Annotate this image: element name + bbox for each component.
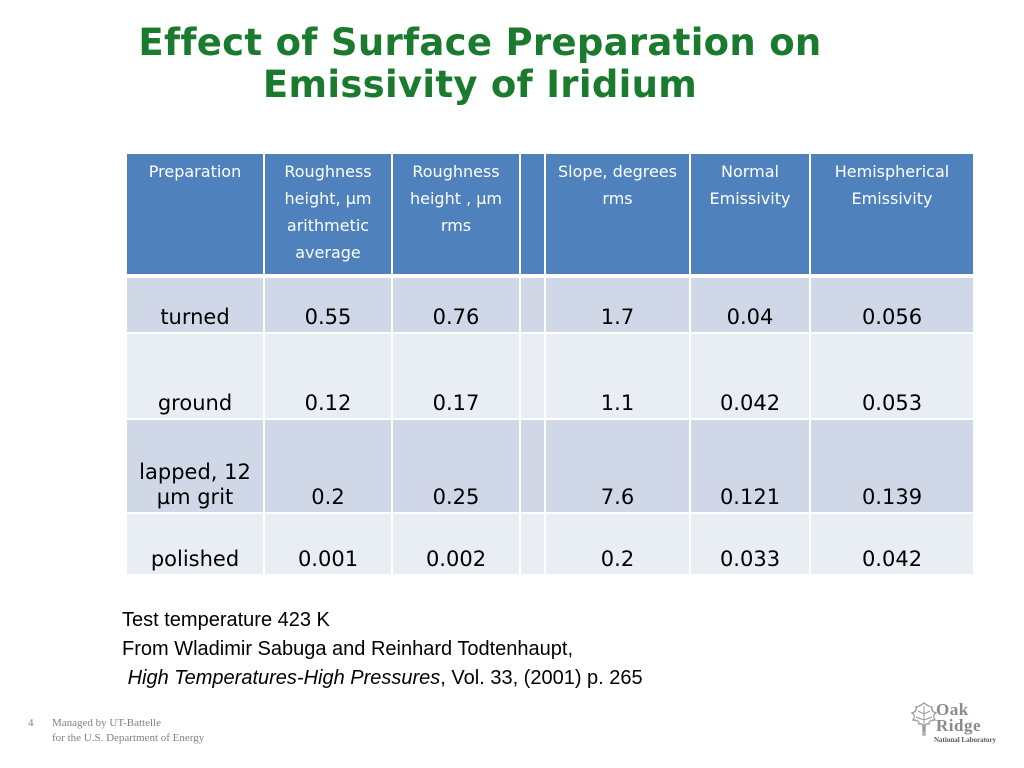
cell-preparation: turned <box>127 276 265 334</box>
header-preparation: Preparation <box>127 154 265 278</box>
emissivity-table: Preparation Roughness height, µm arithme… <box>127 154 973 576</box>
table-header-row: Preparation Roughness height, µm arithme… <box>127 154 973 278</box>
source-authors: From Wladimir Sabuga and Reinhard Todten… <box>122 638 573 660</box>
cell-normal-emissivity: 0.121 <box>690 419 811 514</box>
journal-title: High Temperatures-High Pressures <box>127 667 441 689</box>
table-row: polished 0.001 0.002 0.2 0.033 0.042 <box>127 513 973 576</box>
cell-slope: 1.1 <box>545 333 691 420</box>
cell-roughness-average: 0.12 <box>264 333 393 420</box>
test-temperature-note: Test temperature 423 K <box>122 609 330 631</box>
footer-line-1: Managed by UT-Battelle <box>52 717 161 729</box>
source-notes: Test temperature 423 K From Wladimir Sab… <box>122 606 643 693</box>
cell-roughness-rms: 0.17 <box>392 333 521 420</box>
cell-roughness-average: 0.55 <box>264 276 393 334</box>
logo-word-oak: Oak <box>936 700 969 719</box>
cell-hemispherical-emissivity: 0.042 <box>810 513 973 576</box>
oak-ridge-logo: Oak Ridge National Laboratory <box>910 700 1002 748</box>
cell-roughness-rms: 0.76 <box>392 276 521 334</box>
cell-empty <box>520 419 546 514</box>
slide-title: Effect of Surface Preparation on Emissiv… <box>60 22 900 106</box>
cell-normal-emissivity: 0.033 <box>690 513 811 576</box>
footer-line-2: for the U.S. Department of Energy <box>52 732 205 744</box>
source-citation: High Temperatures-High Pressures, Vol. 3… <box>122 664 643 693</box>
logo-word-ridge: Ridge <box>936 716 981 735</box>
cell-roughness-rms: 0.002 <box>392 513 521 576</box>
table-row: ground 0.12 0.17 1.1 0.042 0.053 <box>127 333 973 420</box>
cell-roughness-rms: 0.25 <box>392 419 521 514</box>
cell-roughness-average: 0.2 <box>264 419 393 514</box>
oak-leaf-icon <box>910 702 938 736</box>
cell-preparation: lapped, 12 µm grit <box>127 419 265 514</box>
cell-empty <box>520 333 546 420</box>
header-empty <box>520 154 546 278</box>
header-normal-emissivity: Normal Emissivity <box>690 154 811 278</box>
table-row: lapped, 12 µm grit 0.2 0.25 7.6 0.121 0.… <box>127 419 973 514</box>
table-row: turned 0.55 0.76 1.7 0.04 0.056 <box>127 276 973 334</box>
cell-preparation: ground <box>127 333 265 420</box>
cell-slope: 0.2 <box>545 513 691 576</box>
logo-subtitle: National Laboratory <box>934 736 997 744</box>
cell-empty <box>520 276 546 334</box>
cell-slope: 1.7 <box>545 276 691 334</box>
slide-title-line-1: Effect of Surface Preparation on <box>138 21 822 64</box>
header-roughness-rms: Roughness height , µm rms <box>392 154 521 278</box>
cell-hemispherical-emissivity: 0.053 <box>810 333 973 420</box>
page-number: 4 <box>28 717 34 729</box>
cell-slope: 7.6 <box>545 419 691 514</box>
cell-hemispherical-emissivity: 0.056 <box>810 276 973 334</box>
cell-empty <box>520 513 546 576</box>
cell-normal-emissivity: 0.04 <box>690 276 811 334</box>
cell-roughness-average: 0.001 <box>264 513 393 576</box>
cell-preparation: polished <box>127 513 265 576</box>
header-hemispherical-emissivity: Hemispherical Emissivity <box>810 154 973 278</box>
citation-details: , Vol. 33, (2001) p. 265 <box>440 667 643 689</box>
cell-normal-emissivity: 0.042 <box>690 333 811 420</box>
header-slope: Slope, degrees rms <box>545 154 691 278</box>
cell-hemispherical-emissivity: 0.139 <box>810 419 973 514</box>
slide-title-line-2: Emissivity of Iridium <box>262 63 698 106</box>
header-roughness-average: Roughness height, µm arithmetic average <box>264 154 393 278</box>
